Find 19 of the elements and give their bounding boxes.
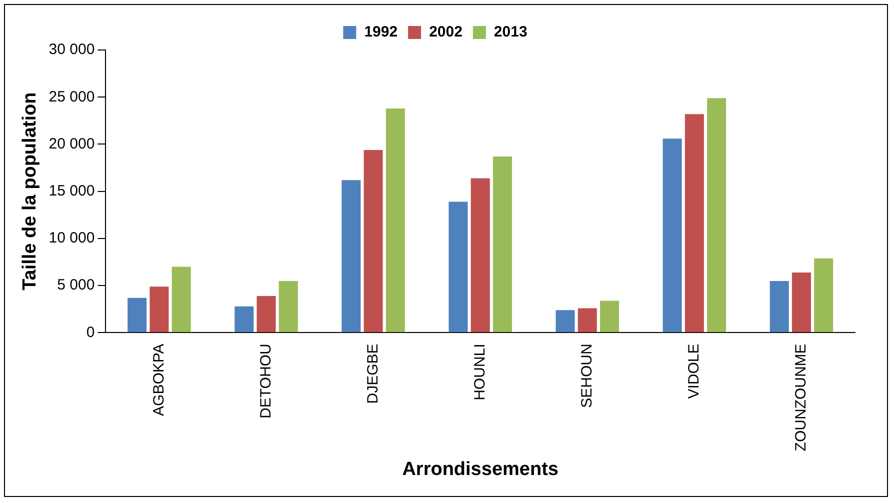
y-axis-title: Taille de la population (20, 92, 41, 290)
y-tick-label: 5 000 (57, 276, 95, 294)
x-axis-title: Arrondissements (402, 458, 558, 480)
x-tick-label: ZOUNZOUNME (792, 344, 810, 452)
x-tick-label: AGBOKPA (150, 344, 168, 416)
y-tick-label: 25 000 (48, 88, 95, 106)
x-tick-label: DJEGBE (364, 344, 382, 404)
y-tick-label: 10 000 (48, 230, 95, 247)
x-tick-label: HOUNLI (471, 344, 488, 400)
legend-label: 1992 (364, 24, 398, 41)
y-tick-label: 20 000 (48, 135, 95, 152)
y-tick-label: 0 (86, 324, 95, 341)
x-tick-label: DETOHOU (257, 344, 274, 418)
legend-label: 2013 (494, 24, 528, 41)
legend-label: 2002 (429, 24, 462, 41)
y-tick-label: 30 000 (48, 41, 95, 58)
x-tick-label: VIDOLE (686, 344, 703, 399)
x-tick-label: SEHOUN (578, 344, 596, 408)
y-tick-label: 15 000 (48, 182, 95, 200)
